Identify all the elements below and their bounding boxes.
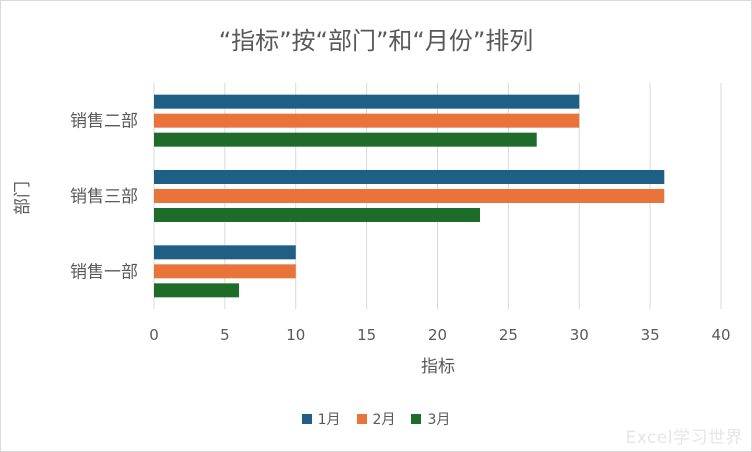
bar-2-2 bbox=[154, 189, 665, 203]
x-tick-label: 30 bbox=[570, 326, 589, 344]
x-tick-label: 25 bbox=[499, 326, 518, 344]
y-tick-label: 销售三部 bbox=[70, 187, 138, 207]
bar-1-3 bbox=[154, 245, 296, 260]
legend-label: 3月 bbox=[427, 412, 451, 428]
legend-swatch bbox=[356, 414, 367, 424]
x-axis-tick-labels: 0 5 10 15 20 25 30 35 40 bbox=[149, 326, 730, 344]
legend-label: 2月 bbox=[372, 412, 396, 428]
bar-3-1 bbox=[154, 132, 537, 147]
x-tick-label: 40 bbox=[711, 326, 730, 344]
x-tick-label: 0 bbox=[149, 326, 159, 344]
bar-2-1 bbox=[154, 113, 580, 128]
watermark: Excel学习世界 bbox=[625, 428, 743, 448]
legend-swatch bbox=[411, 414, 422, 424]
x-tick-label: 10 bbox=[286, 326, 305, 344]
y-axis-title: 部门 bbox=[13, 181, 33, 215]
x-tick-label: 5 bbox=[220, 326, 230, 344]
chart-title: “指标”按“部门”和“月份”排列 bbox=[219, 27, 534, 55]
bar-1-1 bbox=[154, 94, 580, 109]
y-tick-label: 销售一部 bbox=[70, 262, 138, 282]
legend-item: 3月 bbox=[411, 409, 450, 429]
bar-1-2 bbox=[154, 170, 665, 184]
y-tick-label: 销售二部 bbox=[70, 112, 138, 132]
legend-item: 2月 bbox=[356, 409, 396, 429]
x-axis-title: 指标 bbox=[421, 357, 455, 377]
bar-3-3 bbox=[154, 283, 240, 298]
legend-swatch bbox=[301, 414, 312, 424]
bar-2-3 bbox=[154, 264, 296, 279]
legend: 1月 2月 3月 bbox=[1, 409, 751, 429]
x-tick-label: 15 bbox=[357, 326, 376, 344]
bar-3-2 bbox=[154, 208, 481, 222]
legend-item: 1月 bbox=[301, 409, 341, 429]
legend-label: 1月 bbox=[317, 412, 341, 428]
x-tick-label: 20 bbox=[428, 326, 447, 344]
bars bbox=[154, 94, 665, 298]
x-tick-label: 35 bbox=[641, 326, 660, 344]
